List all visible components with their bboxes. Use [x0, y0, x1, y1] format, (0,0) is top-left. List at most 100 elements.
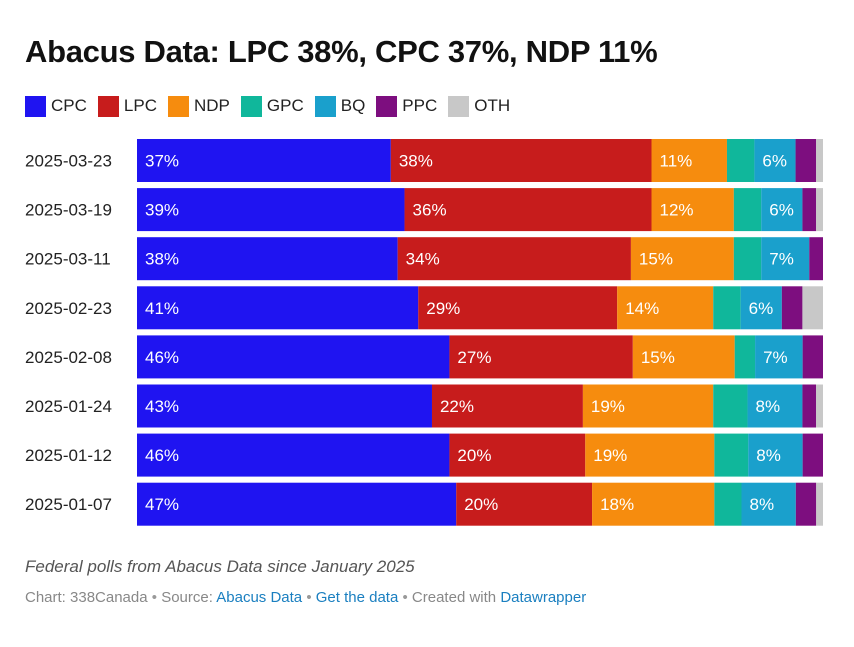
data-label: 7% — [769, 250, 794, 269]
bar-segment-cpc — [137, 433, 450, 477]
chart-footer: Chart: 338Canada • Source: Abacus Data •… — [25, 589, 586, 606]
legend-swatch — [25, 95, 46, 117]
bar-segment-gpc — [713, 384, 748, 428]
data-label: 39% — [145, 201, 179, 220]
data-label: 20% — [457, 446, 491, 465]
bar-segment-ppc — [802, 433, 823, 477]
data-label: 6% — [762, 152, 787, 171]
data-label: 43% — [145, 397, 179, 416]
legend-item-cpc: CPC — [25, 95, 87, 117]
bar-segment-bq — [761, 237, 810, 281]
legend-label: LPC — [123, 96, 157, 115]
bar-segment-gpc — [733, 188, 762, 232]
bar-segment-ndp — [582, 384, 714, 428]
bar-segment-ppc — [795, 482, 817, 526]
bar-segment-ppc — [802, 335, 823, 379]
legend-swatch — [240, 95, 262, 117]
legend-swatch — [97, 95, 119, 117]
chart-description: Federal polls from Abacus Data since Jan… — [25, 557, 415, 576]
footer-separator: • — [151, 589, 158, 606]
bar-segment-oth — [816, 188, 823, 232]
row-label: 2025-01-07 — [25, 495, 112, 514]
bar-segment-lpc — [397, 237, 631, 281]
bar-segment-ndp — [651, 139, 727, 182]
data-label: 47% — [145, 495, 179, 514]
row-label: 2025-03-23 — [25, 152, 112, 171]
bar-segment-lpc — [449, 433, 586, 477]
legend-item-ppc: PPC — [376, 95, 437, 117]
data-label: 6% — [769, 201, 794, 220]
data-label: 12% — [660, 201, 694, 220]
legend-swatch — [376, 95, 398, 117]
bar-segment-bq — [748, 433, 803, 477]
row-label: 2025-01-12 — [25, 446, 112, 465]
legend-item-ndp: NDP — [167, 95, 230, 117]
data-label: 36% — [413, 201, 447, 220]
legend-label: CPC — [51, 96, 87, 115]
bar-segment-ppc — [809, 237, 823, 281]
bar-segment-ndp — [651, 188, 734, 232]
bar-segment-bq — [741, 482, 796, 526]
data-label: 22% — [440, 397, 474, 416]
source-prefix: Source: — [161, 589, 213, 606]
legend-label: GPC — [266, 96, 304, 115]
data-label: 18% — [600, 495, 634, 514]
bar-segment-oth — [816, 139, 823, 182]
bar-segment-ndp — [592, 482, 715, 526]
bar-segment-gpc — [713, 286, 741, 330]
bar-segment-lpc — [404, 188, 652, 232]
bar-segment-bq — [755, 335, 803, 379]
legend-label: BQ — [340, 96, 366, 115]
bar-segment-bq — [754, 139, 796, 182]
row-label: 2025-01-24 — [25, 397, 112, 416]
legend-item-gpc: GPC — [240, 95, 304, 117]
data-label: 34% — [406, 250, 440, 269]
data-label: 27% — [457, 348, 491, 367]
bar-segment-ndp — [632, 335, 735, 379]
data-label: 20% — [464, 495, 498, 514]
bar-segment-lpc — [449, 335, 633, 379]
legend-item-bq: BQ — [314, 95, 366, 117]
bar-segment-ppc — [781, 286, 803, 330]
bar-segment-cpc — [137, 237, 398, 281]
bar-segment-gpc — [714, 433, 749, 477]
source-link[interactable]: Abacus Data — [216, 589, 303, 606]
legend-item-oth: OTH — [448, 95, 510, 117]
bar-segment-oth — [802, 286, 823, 330]
data-label: 8% — [749, 495, 774, 514]
chart-credit: Chart: 338Canada — [25, 589, 148, 606]
legend-item-lpc: LPC — [97, 95, 157, 117]
bar-segment-gpc — [733, 237, 762, 281]
bar-segment-lpc — [390, 139, 652, 182]
row-label: 2025-03-19 — [25, 201, 112, 220]
bar-segment-bq — [761, 188, 803, 232]
bar-segment-lpc — [418, 286, 618, 330]
datawrapper-link[interactable]: Datawrapper — [500, 589, 587, 606]
bar-segment-bq — [740, 286, 782, 330]
bar-segment-oth — [816, 482, 823, 526]
bar-segment-ppc — [802, 384, 817, 428]
bar-segment-lpc — [456, 482, 593, 526]
legend-swatch — [167, 95, 189, 117]
bar-segment-gpc — [726, 139, 755, 182]
bar-segment-ndp — [585, 433, 715, 477]
data-label: 11% — [660, 152, 693, 171]
data-label: 7% — [763, 348, 788, 367]
data-label: 46% — [145, 348, 179, 367]
bar-segment-ndp — [617, 286, 714, 330]
chart-legend: CPC LPC NDP GPC BQ PPC OTH — [25, 95, 521, 117]
data-label: 15% — [641, 348, 675, 367]
data-label: 38% — [145, 250, 179, 269]
created-with-prefix: Created with — [411, 589, 497, 606]
bar-segment-cpc — [137, 335, 450, 379]
data-label: 37% — [145, 152, 179, 171]
row-label: 2025-03-11 — [25, 250, 111, 269]
bar-segment-ndp — [630, 237, 734, 281]
bar-segment-gpc — [734, 335, 756, 379]
row-label: 2025-02-23 — [25, 299, 112, 318]
bar-segment-bq — [747, 384, 803, 428]
data-label: 14% — [625, 299, 659, 318]
legend-label: NDP — [193, 96, 230, 115]
get-data-link[interactable]: Get the data — [315, 589, 399, 606]
legend-swatch — [448, 95, 470, 117]
